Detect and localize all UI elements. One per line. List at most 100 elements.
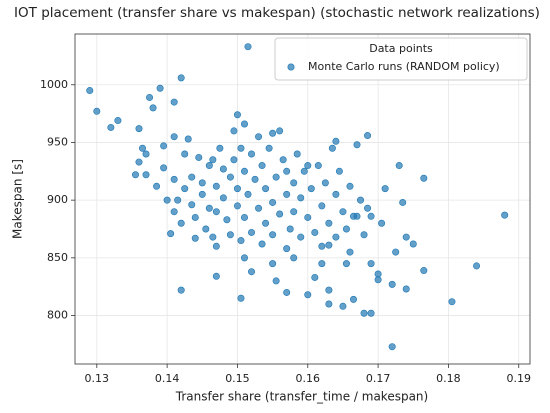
data-point	[209, 156, 217, 164]
data-point	[212, 182, 220, 190]
data-point	[283, 190, 291, 198]
data-point	[170, 133, 178, 141]
data-point	[240, 254, 248, 262]
data-point	[244, 190, 252, 198]
data-point	[142, 150, 150, 158]
data-point	[230, 127, 238, 135]
data-point	[297, 194, 305, 202]
legend-marker	[287, 63, 295, 71]
data-point	[156, 84, 164, 92]
data-point	[276, 127, 284, 135]
data-point	[262, 219, 270, 227]
data-point	[290, 179, 298, 187]
data-point	[342, 260, 350, 268]
data-point	[269, 129, 277, 137]
data-point	[321, 179, 329, 187]
data-point	[367, 260, 375, 268]
data-point	[114, 117, 122, 125]
legend-box	[274, 37, 528, 81]
data-point	[240, 120, 248, 128]
data-point	[219, 165, 227, 173]
data-point	[332, 137, 340, 145]
data-point	[163, 196, 171, 204]
data-point	[328, 144, 336, 152]
data-point	[269, 231, 277, 239]
data-point	[233, 185, 241, 193]
data-point	[209, 233, 217, 241]
y-tick-label: 900	[47, 193, 68, 206]
data-point	[283, 245, 291, 253]
data-point	[339, 302, 347, 310]
data-point	[335, 167, 343, 175]
data-point	[367, 212, 375, 220]
data-point	[374, 276, 382, 284]
data-point	[135, 158, 143, 166]
x-tick-label: 0.16	[296, 372, 321, 385]
data-point	[314, 162, 322, 170]
data-point	[146, 93, 154, 101]
data-point	[381, 185, 389, 193]
data-point	[251, 175, 259, 183]
data-point	[258, 162, 266, 170]
data-point	[346, 248, 354, 256]
data-point	[135, 125, 143, 133]
data-point	[325, 241, 333, 249]
data-point	[131, 171, 139, 179]
data-point	[339, 208, 347, 216]
data-point	[402, 285, 410, 293]
data-point	[240, 213, 248, 221]
data-point	[107, 123, 115, 131]
data-point	[342, 225, 350, 233]
data-point	[226, 173, 234, 181]
data-point	[473, 262, 481, 270]
data-point	[388, 280, 396, 288]
data-point	[501, 211, 509, 219]
y-tick-label: 950	[47, 135, 68, 148]
data-point	[255, 204, 263, 212]
data-point	[191, 234, 199, 242]
data-point	[170, 175, 178, 183]
x-tick-label: 0.18	[436, 372, 461, 385]
data-point	[212, 242, 220, 250]
data-point	[153, 182, 161, 190]
data-point	[364, 204, 372, 212]
x-tick-label: 0.14	[155, 372, 180, 385]
data-point	[170, 98, 178, 106]
data-point	[139, 144, 147, 152]
data-point	[311, 273, 319, 281]
data-point	[191, 213, 199, 221]
data-point	[272, 173, 280, 181]
y-tick-label: 1000	[40, 78, 68, 91]
data-point	[219, 194, 227, 202]
data-point	[216, 144, 224, 152]
data-point	[286, 225, 294, 233]
plot-frame	[74, 33, 531, 365]
data-point	[283, 288, 291, 296]
data-point	[325, 300, 333, 308]
x-tick-label: 0.17	[366, 372, 391, 385]
data-point	[448, 298, 456, 306]
data-point	[248, 268, 256, 276]
data-point	[357, 196, 365, 204]
data-point	[276, 210, 284, 218]
data-point	[240, 167, 248, 175]
data-point	[212, 272, 220, 280]
data-point	[230, 156, 238, 164]
data-point	[349, 295, 357, 303]
data-point	[258, 240, 266, 248]
data-point	[177, 286, 185, 294]
data-point	[402, 233, 410, 241]
data-point	[304, 162, 312, 170]
data-point	[233, 111, 241, 119]
data-point	[332, 233, 340, 241]
legend-label: Monte Carlo runs (RANDOM policy)	[308, 60, 500, 73]
data-point	[346, 182, 354, 190]
data-point	[237, 294, 245, 302]
data-point	[237, 144, 245, 152]
data-point	[395, 162, 403, 170]
data-point	[223, 216, 231, 224]
data-point	[198, 179, 206, 187]
data-point	[409, 240, 417, 248]
data-point	[226, 231, 234, 239]
data-point	[388, 343, 396, 351]
